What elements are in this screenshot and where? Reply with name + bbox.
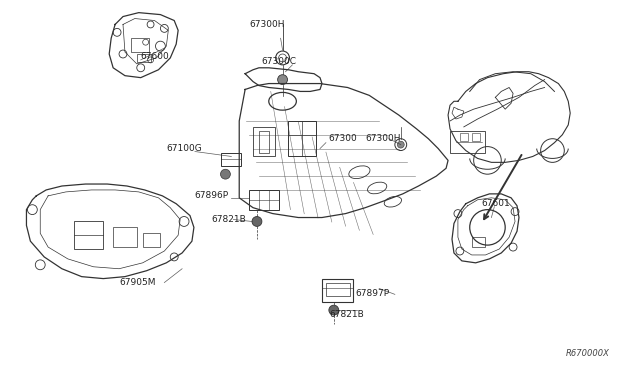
Text: 67100G: 67100G (166, 144, 202, 153)
Circle shape (397, 141, 404, 148)
Circle shape (252, 217, 262, 227)
Text: 67601: 67601 (481, 199, 510, 208)
Text: 67600: 67600 (141, 52, 170, 61)
Text: 67300: 67300 (328, 134, 356, 143)
Text: 67300H: 67300H (365, 134, 401, 143)
Text: 67905M: 67905M (119, 278, 156, 287)
Text: 67821B: 67821B (212, 215, 246, 224)
Circle shape (221, 169, 230, 179)
Text: 67300C: 67300C (261, 57, 296, 66)
Text: 67896P: 67896P (194, 191, 228, 201)
Text: 67300H: 67300H (249, 20, 285, 29)
Circle shape (278, 75, 287, 84)
Text: R670000X: R670000X (566, 349, 610, 358)
Text: 67821B: 67821B (330, 310, 365, 318)
Text: 67897P: 67897P (355, 289, 390, 298)
Circle shape (329, 305, 339, 315)
